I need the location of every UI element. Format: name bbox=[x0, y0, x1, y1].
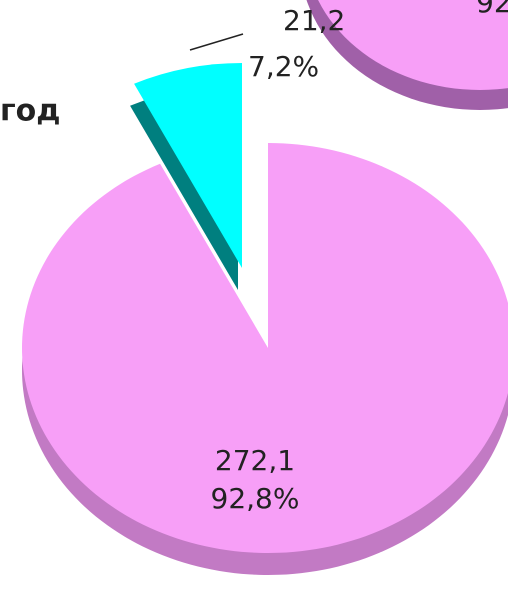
other-pie-label: 92 bbox=[476, 0, 508, 19]
slice bbox=[134, 63, 242, 268]
percent-label: 92,8% bbox=[211, 482, 300, 515]
leader-line bbox=[189, 33, 244, 51]
slice bbox=[22, 143, 508, 553]
value-label: 272,1 bbox=[215, 444, 295, 477]
other-pie-top bbox=[318, 0, 508, 90]
value-label: 21,2 bbox=[283, 4, 345, 37]
title-fragment: год bbox=[0, 94, 61, 129]
other-pie: 92 bbox=[306, 0, 508, 110]
percent-label: 7,2% bbox=[248, 50, 319, 83]
